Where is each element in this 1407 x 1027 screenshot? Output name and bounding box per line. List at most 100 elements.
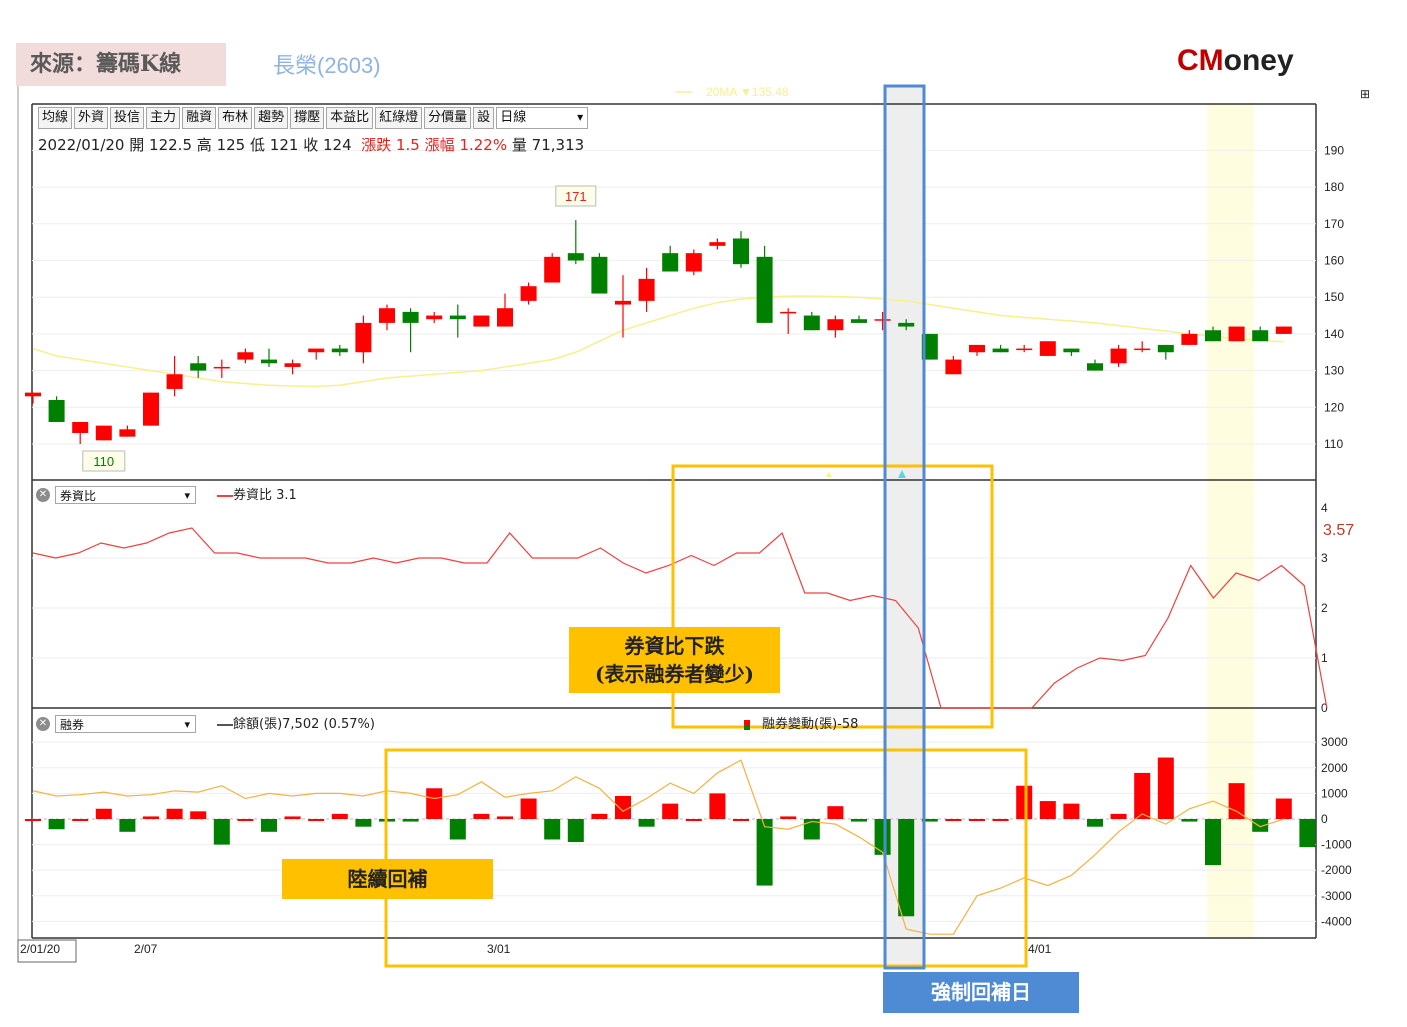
short-tick-label: 2000: [1321, 761, 1348, 775]
toolbar-button-price-volume[interactable]: 分價量: [424, 107, 472, 129]
panel2-close-icon[interactable]: ✕: [36, 488, 50, 502]
ohlc-info: 2022/01/20 開 122.5 高 125 低 121 收 124 漲跌 …: [38, 134, 584, 155]
short-change-bar: [1110, 813, 1127, 819]
toolbar-button-signal[interactable]: 紅綠燈: [375, 107, 423, 129]
period-select[interactable]: 日線: [496, 107, 589, 129]
candle-body: [709, 242, 726, 246]
ratio-drop-annotation: 券資比下跌 (表示融券者變少): [569, 627, 780, 693]
toolbar-button-trend[interactable]: 趨勢: [254, 107, 289, 129]
candle-body: [1228, 326, 1245, 342]
ohlc-vol: 71,313: [531, 136, 585, 154]
candle-body: [1157, 344, 1174, 353]
short-change-bar: [827, 806, 844, 819]
source-label: 來源：籌碼K線: [16, 43, 226, 86]
short-balance-line: [32, 759, 1284, 935]
ratio-last-value: 3.57: [1323, 522, 1355, 539]
short-tick-label: 1000: [1321, 786, 1348, 800]
brand-logo: CMoney: [1177, 44, 1294, 78]
short-tick-label: -4000: [1321, 914, 1352, 928]
candle-body: [898, 322, 915, 327]
short-change-bar: [497, 816, 513, 819]
short-change-bar: [544, 819, 561, 840]
ohlc-low: 121: [269, 136, 299, 154]
candle-body: [567, 253, 584, 261]
short-change-bar: [1181, 819, 1198, 822]
toolbar-button-main[interactable]: 主力: [146, 107, 181, 129]
candle-body: [638, 278, 655, 301]
cyan-marker-icon: [898, 470, 906, 478]
short-change-bar: [1157, 757, 1174, 819]
forced-cover-annotation: 強制回補日: [883, 972, 1079, 1013]
panel2-indicator-select[interactable]: 券資比: [55, 486, 196, 505]
price-tick-label: 150: [1324, 290, 1344, 304]
toolbar-button-margin[interactable]: 融資: [182, 107, 217, 129]
short-change-bar: [72, 819, 89, 821]
indicator-toolbar: 均線 外資 投信 主力 融資 布林 趨勢 撐壓 本益比 紅綠燈 分價量 設 日線: [38, 107, 589, 129]
ohlc-open: 122.5: [149, 136, 192, 154]
price-tick-label: 130: [1324, 364, 1344, 378]
candle-body: [615, 300, 631, 305]
short-change-bar: [945, 819, 962, 821]
short-change-bar: [1039, 801, 1056, 819]
short-tick-label: 3000: [1321, 735, 1348, 749]
price-tick-label: 160: [1324, 254, 1344, 268]
candle-body: [756, 256, 773, 323]
candle-body: [921, 333, 938, 360]
candle-body: [851, 319, 867, 323]
panel3-indicator-select[interactable]: 融券: [55, 715, 196, 734]
ratio-drop-line2: (表示融券者變少): [595, 662, 754, 686]
candle-body: [544, 256, 561, 283]
candle-body: [1110, 348, 1127, 364]
candle-body: [25, 392, 41, 397]
candle-body: [1134, 348, 1151, 351]
ohlc-vol-label: 量: [511, 136, 527, 154]
short-tick-label: -1000: [1321, 838, 1352, 852]
ohlc-close: 124: [323, 136, 352, 154]
candle-body: [591, 256, 608, 294]
ohlc-high-label: 高: [196, 136, 212, 154]
candle-body: [166, 374, 183, 389]
short-change-bar: [685, 819, 702, 821]
price-tick-label: 120: [1324, 400, 1344, 414]
candle-body: [1275, 326, 1292, 334]
short-change-bar: [921, 819, 938, 822]
price-tick-label: 180: [1324, 180, 1344, 194]
short-change-bar: [402, 819, 419, 822]
ratio-tick-label: 0: [1321, 701, 1328, 715]
toolbar-button-settings[interactable]: 設: [473, 107, 495, 129]
short-change-bar: [520, 798, 537, 819]
brand-prefix: CM: [1177, 44, 1224, 77]
toolbar-button-support[interactable]: 撐壓: [290, 107, 325, 129]
short-change-bar: [1134, 772, 1151, 819]
short-change-bar: [615, 795, 631, 819]
candle-body: [190, 363, 207, 371]
toolbar-button-ma[interactable]: 均線: [38, 107, 73, 129]
x-axis-cursor-box: [17, 939, 77, 963]
x-axis-label: 2/01/20: [20, 942, 60, 956]
candle-body: [874, 319, 891, 321]
candle-body: [1087, 363, 1103, 371]
candle-body: [473, 315, 490, 327]
short-change-bar: [166, 808, 183, 819]
panel3-legend-change-icon: [744, 719, 750, 730]
candle-body: [992, 348, 1009, 353]
short-change-bar: [591, 813, 608, 819]
ohlc-pct: 1.22%: [459, 136, 508, 154]
candle-body: [803, 315, 820, 331]
panel3-legend-change: 融券變動(張)-58: [744, 713, 858, 732]
short-change-bar: [638, 819, 655, 827]
candle-body: [1252, 330, 1269, 342]
toolbar-button-foreign[interactable]: 外資: [74, 107, 109, 129]
candle-body: [237, 352, 254, 360]
toolbar-button-pe[interactable]: 本益比: [326, 107, 374, 129]
toolbar-button-bollinger[interactable]: 布林: [218, 107, 253, 129]
panel3-close-icon[interactable]: ✕: [36, 717, 50, 731]
candle-body: [662, 253, 679, 272]
ma20-legend-text: 20MA ▼135.48: [706, 85, 789, 99]
toolbar-button-trust[interactable]: 投信: [110, 107, 145, 129]
candle-body: [1181, 333, 1198, 345]
short-tick-label: -3000: [1321, 889, 1352, 903]
price-tick-label: 170: [1324, 217, 1344, 231]
ohlc-open-label: 開: [129, 136, 145, 154]
